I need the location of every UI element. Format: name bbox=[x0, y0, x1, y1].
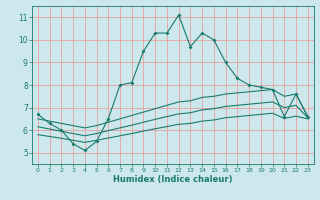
X-axis label: Humidex (Indice chaleur): Humidex (Indice chaleur) bbox=[113, 175, 233, 184]
